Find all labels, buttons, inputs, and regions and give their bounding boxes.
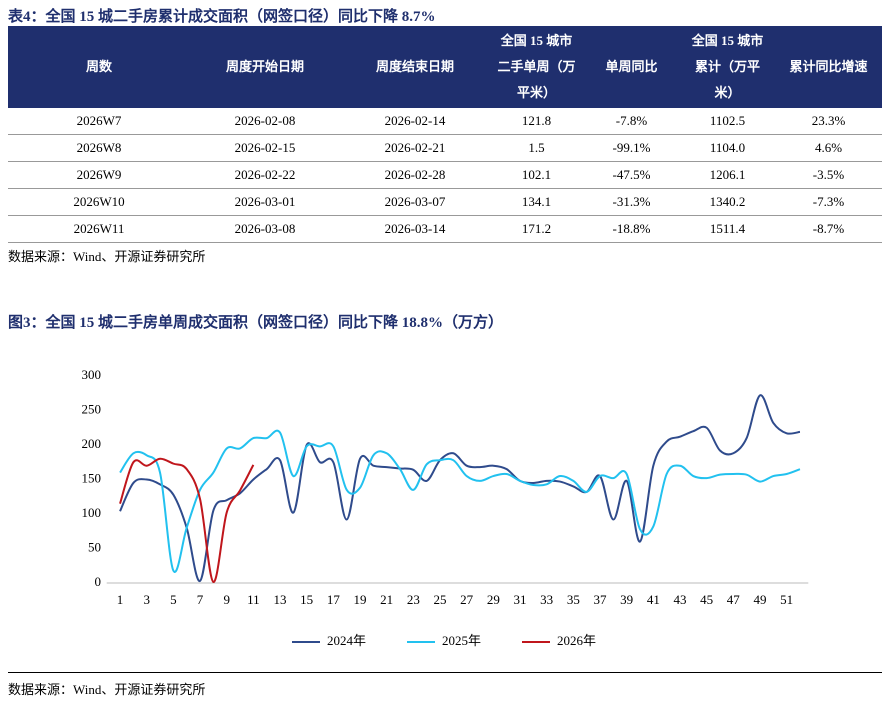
table-cell: 2026W11 [8,215,190,243]
table-cell: 2026W7 [8,108,190,135]
table-cell: 2026-02-21 [340,134,490,162]
table-cell: 134.1 [490,188,583,216]
x-tick-label: 15 [300,592,313,607]
x-tick-label: 51 [780,592,793,607]
chart-title: 图3：全国 15 城二手房单周成交面积（网签口径）同比下降 18.8%（万方） [8,315,504,331]
x-tick-label: 45 [700,592,713,607]
header-cell: 全国 15 城市二手单周（万平米） [490,26,583,108]
x-tick-label: 29 [487,592,500,607]
x-tick-label: 31 [513,592,526,607]
series-line [119,394,801,582]
x-tick-label: 35 [567,592,580,607]
x-tick-label: 43 [673,592,686,607]
table-cell: 23.3% [775,108,882,135]
y-tick-label: 50 [88,539,101,554]
table-cell: -99.1% [583,134,680,162]
y-tick-label: 0 [95,574,102,589]
table-cell: -7.8% [583,108,680,135]
y-tick-label: 150 [82,470,102,485]
table-cell: 2026W8 [8,134,190,162]
header-cell: 单周同比 [583,26,680,108]
table-cell: 171.2 [490,215,583,243]
table-row: 2026W11 2026-03-08 2026-03-14 171.2 -18.8% 15… [8,215,882,243]
x-tick-label: 5 [170,592,177,607]
table-cell: -31.3% [583,188,680,216]
table-title: 表4：全国 15 城二手房累计成交面积（网签口径）同比下降 8.7% [8,9,436,25]
header-cell: 周数 [8,26,190,108]
header-row: 周数 周度开始日期 周度结束日期 全国 15 城市二手单周（万平米） 单周同比 全国 15… [8,26,882,108]
table-cell: 2026W9 [8,161,190,189]
table-cell: 2026W10 [8,188,190,216]
table-cell: 2026-02-08 [190,108,340,135]
x-tick-label: 25 [434,592,447,607]
table-body: 2026W7 2026-02-08 2026-02-14 121.8 -7.8% 1102… [8,108,882,243]
table-cell: 2026-02-28 [340,161,490,189]
x-tick-label: 1 [117,592,124,607]
table: 周数 周度开始日期 周度结束日期 全国 15 城市二手单周（万平米） 单周同比 全国 15… [8,26,882,243]
table-cell: 2026-03-14 [340,215,490,243]
series-line [119,429,801,573]
x-tick-label: 7 [197,592,204,607]
series-line [119,457,255,583]
x-tick-label: 9 [223,592,230,607]
table-cell: 4.6% [775,134,882,162]
table-row: 2026W7 2026-02-08 2026-02-14 121.8 -7.8% 1102… [8,108,882,135]
x-tick-label: 27 [460,592,474,607]
x-tick-label: 49 [753,592,766,607]
table-row: 2026W9 2026-02-22 2026-02-28 102.1 -47.5% 120… [8,161,882,189]
x-tick-label: 19 [354,592,367,607]
header-cell: 周度结束日期 [340,26,490,108]
legend-label: 2025年 [442,633,481,648]
table-cell: 2026-02-14 [340,108,490,135]
legend-label: 2026年 [557,633,596,648]
chart-source: 数据来源：Wind、开源证券研究所 [8,682,206,697]
table-cell: -8.7% [775,215,882,243]
x-tick-label: 37 [593,592,607,607]
table-cell: 2026-02-15 [190,134,340,162]
table-cell: 1102.5 [680,108,775,135]
table-cell: 2026-02-22 [190,161,340,189]
x-tick-label: 47 [727,592,741,607]
x-tick-label: 33 [540,592,553,607]
x-tick-label: 13 [274,592,287,607]
table-cell: 2026-03-08 [190,215,340,243]
table-cell: -7.3% [775,188,882,216]
table-row: 2026W8 2026-02-15 2026-02-21 1.5 -99.1% 1104.… [8,134,882,162]
x-tick-label: 23 [407,592,420,607]
header-cell: 全国 15 城市累计（万平米） [680,26,775,108]
y-tick-label: 250 [82,401,102,416]
x-tick-label: 41 [647,592,660,607]
y-tick-label: 200 [82,436,102,451]
table-cell: 1511.4 [680,215,775,243]
table-cell: -47.5% [583,161,680,189]
header-cell: 累计同比增速 [775,26,882,108]
table-cell: 1340.2 [680,188,775,216]
legend-label: 2024年 [327,633,366,648]
x-tick-label: 39 [620,592,633,607]
table-cell: 2026-03-01 [190,188,340,216]
x-tick-label: 11 [247,592,260,607]
y-tick-label: 300 [82,367,102,382]
table-cell: 1104.0 [680,134,775,162]
y-tick-label: 100 [82,505,102,520]
table-row: 2026W10 2026-03-01 2026-03-07 134.1 -31.3% 13… [8,188,882,216]
table-cell: 1206.1 [680,161,775,189]
table-cell: 121.8 [490,108,583,135]
table-source: 数据来源：Wind、开源证券研究所 [8,249,206,264]
x-tick-label: 3 [143,592,150,607]
divider [8,672,882,673]
header-cell: 周度开始日期 [190,26,340,108]
table-cell: 1.5 [490,134,583,162]
table-cell: -18.8% [583,215,680,243]
x-tick-label: 21 [380,592,393,607]
x-tick-label: 17 [327,592,341,607]
table-cell: 2026-03-07 [340,188,490,216]
table-cell: 102.1 [490,161,583,189]
table-cell: -3.5% [775,161,882,189]
